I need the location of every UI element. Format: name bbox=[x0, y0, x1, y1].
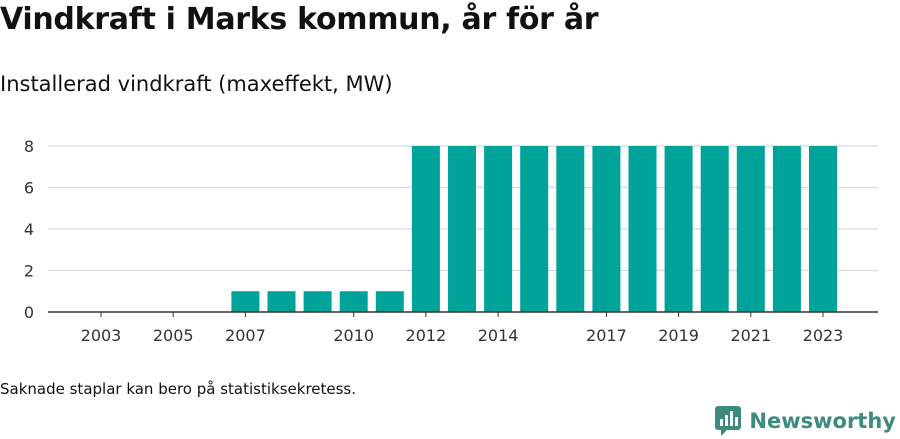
brand-name: Newsworthy bbox=[749, 409, 896, 433]
bar bbox=[267, 291, 296, 312]
chart-subtitle: Installerad vindkraft (maxeffekt, MW) bbox=[0, 72, 393, 96]
x-tick-label: 2005 bbox=[153, 326, 194, 345]
bar bbox=[448, 146, 476, 312]
x-tick-label: 2017 bbox=[586, 326, 627, 345]
footnote: Saknade staplar kan bero på statistiksek… bbox=[0, 380, 357, 398]
newsworthy-brand: Newsworthy bbox=[715, 406, 896, 436]
bar bbox=[809, 146, 837, 312]
x-tick-label: 2012 bbox=[406, 326, 447, 345]
x-tick-label: 2019 bbox=[658, 326, 699, 345]
bar bbox=[231, 291, 260, 312]
newsworthy-logo-icon bbox=[715, 406, 742, 436]
bar bbox=[411, 146, 440, 312]
bar bbox=[520, 146, 549, 312]
y-tick-label: 6 bbox=[24, 179, 34, 198]
bar bbox=[303, 291, 332, 312]
bar bbox=[772, 146, 801, 312]
x-tick-label: 2014 bbox=[478, 326, 519, 345]
bar bbox=[339, 291, 368, 312]
x-tick-label: 2021 bbox=[730, 326, 771, 345]
bar bbox=[375, 291, 404, 312]
bar bbox=[484, 146, 513, 312]
bar-chart: 0 2 4 6 8 2003 2005 2007 2010 2012 2014 2017 2019 202… bbox=[24, 137, 878, 345]
bar bbox=[700, 146, 729, 312]
y-tick-label: 4 bbox=[24, 220, 34, 239]
x-tick-label: 2007 bbox=[225, 326, 266, 345]
y-tick-label: 0 bbox=[24, 303, 34, 322]
bar bbox=[736, 146, 765, 312]
chart-title: Vindkraft i Marks kommun, år för år bbox=[0, 2, 599, 37]
x-tick-label: 2023 bbox=[803, 326, 844, 345]
bar bbox=[664, 146, 693, 312]
bar bbox=[592, 146, 621, 312]
x-tick-label: 2003 bbox=[81, 326, 122, 345]
bar bbox=[556, 146, 585, 312]
y-tick-label: 2 bbox=[24, 262, 34, 281]
y-tick-label: 8 bbox=[24, 137, 34, 156]
x-tick-label: 2010 bbox=[333, 326, 374, 345]
bar bbox=[628, 146, 657, 312]
